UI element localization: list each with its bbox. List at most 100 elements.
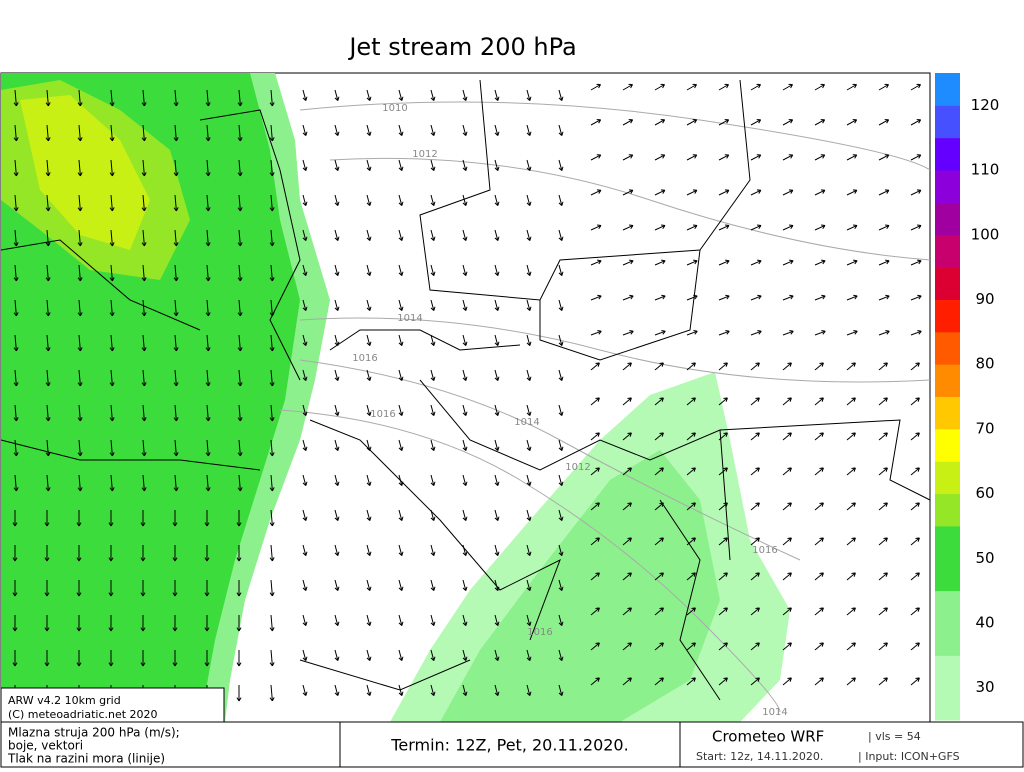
- colorbar-band: [935, 137, 960, 171]
- border: [0, 239, 201, 331]
- wind-vector: [236, 615, 242, 632]
- wind-vector: [590, 154, 602, 161]
- wind-vector: [77, 89, 83, 107]
- wind-vector: [526, 474, 532, 486]
- wind-vector: [718, 432, 728, 441]
- wind-vector: [398, 369, 404, 381]
- wind-vector: [494, 159, 500, 171]
- wind-vector: [558, 649, 564, 661]
- wind-vector: [462, 124, 468, 136]
- colorbar-band: [935, 655, 960, 689]
- wind-vector: [878, 397, 888, 406]
- wind-vector: [204, 510, 210, 527]
- wind-vector: [109, 89, 115, 107]
- wind-vector: [686, 397, 696, 406]
- info-copyright: (C) meteoadriatic.net 2020: [8, 708, 158, 721]
- wind-vector: [366, 334, 372, 346]
- wind-vector: [334, 544, 340, 556]
- wind-vector: [462, 264, 468, 276]
- wind-vector: [77, 159, 83, 177]
- wind-vector: [269, 229, 275, 247]
- wind-vector: [558, 264, 564, 276]
- wind-vector: [814, 119, 826, 126]
- colorbar-tick-label: 80: [975, 355, 994, 373]
- isobar-label: 1016: [352, 353, 377, 364]
- legend-line: Tlak na razini mora (linije): [7, 752, 165, 766]
- wind-vector: [302, 509, 308, 521]
- wind-vector: [686, 329, 698, 336]
- wind-vector: [334, 404, 340, 416]
- wind-vector: [622, 362, 632, 371]
- wind-vector: [878, 432, 888, 441]
- wind-vector: [430, 194, 436, 206]
- wind-vector: [846, 432, 856, 441]
- wind-vector: [846, 677, 856, 686]
- wind-vector: [462, 404, 468, 416]
- wind-vector: [718, 224, 730, 231]
- wind-vector: [236, 650, 242, 667]
- wind-vector: [302, 299, 308, 311]
- wind-vector: [654, 224, 666, 231]
- wind-vector: [76, 650, 82, 667]
- wind-vector: [718, 362, 728, 371]
- wind-vector: [140, 615, 146, 632]
- isobar-label: 1012: [565, 462, 590, 473]
- wind-vector: [269, 509, 275, 527]
- wind-vector: [590, 189, 602, 196]
- colorbar-band: [935, 364, 960, 397]
- border: [309, 419, 561, 641]
- wind-vector: [494, 439, 500, 451]
- wind-vector: [430, 229, 436, 241]
- wind-vector: [204, 580, 210, 597]
- wind-vector: [686, 189, 698, 196]
- wind-vector: [686, 119, 698, 126]
- border: [329, 329, 521, 351]
- wind-vector: [622, 329, 634, 336]
- wind-vector: [13, 369, 19, 387]
- wind-vector: [205, 334, 211, 352]
- wind-vector: [622, 119, 634, 126]
- legend-box: [0, 721, 341, 768]
- wind-vector: [654, 572, 664, 581]
- wind-vector: [846, 397, 856, 406]
- wind-vector: [558, 334, 564, 346]
- wind-vector: [205, 264, 211, 282]
- wind-vector: [910, 677, 920, 686]
- wind-vector: [13, 299, 19, 317]
- wind-vector: [173, 229, 179, 247]
- wind-vector: [109, 159, 115, 177]
- wind-vector: [782, 224, 794, 231]
- wind-vector: [366, 194, 372, 206]
- wind-vector: [366, 544, 372, 556]
- wind-vector: [686, 572, 696, 581]
- wind-vector: [237, 404, 243, 422]
- wind-vector: [494, 544, 500, 556]
- isobar-labels: 1010 1012 1014 1016 1016 1014 1012 1016 1016 1014: [352, 103, 787, 718]
- wind-vector: [526, 404, 532, 416]
- colorbar: 30 40 50 60 70 80 90 100 110 120: [935, 73, 999, 721]
- wind-vector: [622, 224, 634, 231]
- wind-vector: [718, 502, 728, 511]
- jet-area: [440, 450, 720, 722]
- wind-vector: [558, 439, 564, 451]
- wind-vector: [77, 299, 83, 317]
- wind-vector: [302, 439, 308, 451]
- wind-vector: [269, 649, 275, 667]
- wind-vector: [398, 439, 404, 451]
- wind-vector: [462, 509, 468, 521]
- wind-vector: [526, 124, 532, 136]
- wind-vector: [141, 299, 147, 317]
- wind-vector: [462, 579, 468, 591]
- wind-vector: [782, 362, 792, 371]
- wind-vector: [430, 299, 436, 311]
- wind-vector: [718, 397, 728, 406]
- wind-vector: [558, 684, 564, 696]
- wind-vector: [13, 194, 19, 212]
- wind-vector: [366, 299, 372, 311]
- brand: Crometeo WRF: [712, 728, 824, 746]
- wind-vector: [12, 580, 18, 597]
- wind-vector: [846, 83, 857, 91]
- wind-vector: [526, 369, 532, 381]
- colorbar-band: [935, 493, 960, 527]
